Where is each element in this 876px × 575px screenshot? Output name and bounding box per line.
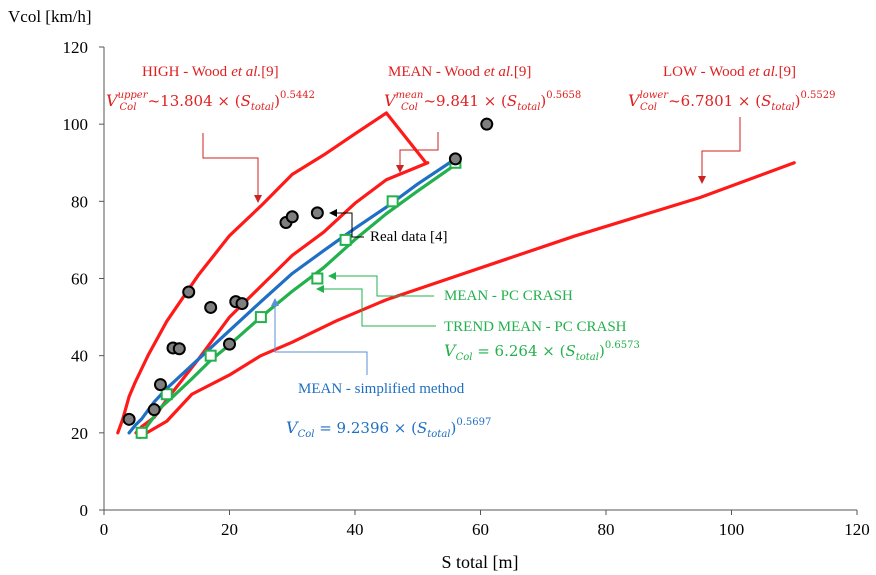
y-tick-label: 0 (80, 501, 89, 520)
real-data-point (285, 210, 299, 224)
real-data-point (223, 337, 236, 351)
mean-wood-arrowhead (396, 165, 404, 173)
real-data-point (172, 342, 186, 356)
y-tick-label: 100 (63, 115, 89, 134)
pc-mean-arrowhead (328, 272, 336, 280)
high-label: HIGH - Wood et al.[9] (142, 64, 279, 80)
real-data-point (448, 152, 462, 166)
real-data-point (480, 117, 494, 131)
pc-crash-point (339, 233, 352, 246)
real-data-point (204, 300, 218, 314)
pc-trend-leader (323, 288, 436, 327)
y-axis-label: Vcol [km/h] (8, 7, 92, 26)
low-label: LOW - Wood et al.[9] (663, 64, 796, 80)
axes (103, 47, 857, 511)
x-tick-label: 80 (598, 520, 615, 539)
real-data-label: Real data [4] (370, 229, 447, 245)
mean-wood-label-b: et al. (484, 64, 514, 80)
pc-crash-point (254, 311, 267, 324)
pc-trend-equation: VCol = 6.264 × (Stotal)0.6573 (444, 340, 640, 363)
pc-trend-label: TREND MEAN - PC CRASH (444, 319, 627, 335)
x-tick-label: 0 (100, 520, 109, 539)
low-label-a: LOW - Wood (663, 64, 745, 80)
y-tick-label: 40 (71, 347, 88, 366)
high-arrowhead (254, 195, 262, 203)
low-leader (701, 117, 741, 177)
y-tick-label: 80 (71, 192, 88, 211)
low-label-c: [9] (779, 64, 797, 80)
x-tick-label: 100 (719, 520, 745, 539)
x-tick-label: 120 (844, 520, 870, 539)
simplified-arrowhead (271, 298, 279, 306)
real-leader (336, 212, 364, 238)
pc-crash-point (386, 195, 399, 208)
pc-trend-arrowhead (316, 285, 324, 293)
high-label-c: [9] (261, 64, 279, 80)
series-line-low-wood-et-al-9 (145, 161, 796, 435)
y-tick-label: 60 (71, 270, 88, 289)
x-axis-label: S total [m] (442, 552, 519, 572)
simplified-equation: VCol = 9.2396 × (Stotal)0.5697 (286, 417, 491, 440)
high-label-b: et al. (231, 64, 261, 80)
high-leader (202, 133, 259, 196)
mean-wood-equation: Vmean Col ~9.841 × (Stotal)0.5658 (384, 90, 581, 113)
real-data-point (122, 412, 136, 426)
leader-lines (202, 117, 741, 375)
mean-wood-leader (399, 132, 439, 166)
real-arrowhead (329, 209, 337, 217)
mean-wood-label-c: [9] (514, 64, 532, 80)
real-data-point (235, 297, 249, 311)
real-data-point (147, 403, 161, 417)
pc-mean-label: MEAN - PC CRASH (444, 288, 573, 304)
low-label-b: et al. (749, 64, 779, 80)
pc-crash-point (311, 272, 324, 285)
high-label-a: HIGH - Wood (142, 64, 228, 80)
y-ticks: 0 20 40 60 80 100 120 (63, 38, 104, 520)
series-line-trend-mean-pc-crash (138, 163, 457, 440)
pc-crash-point (160, 388, 173, 401)
mean-wood-label-a: MEAN - Wood (388, 64, 480, 80)
series-markers (122, 117, 494, 439)
series-line-high-wood-et-al-9 (116, 111, 428, 435)
x-tick-label: 60 (472, 520, 489, 539)
simplified-leader (274, 305, 368, 375)
high-equation: Vupper Col ~13.804 × (Stotal)0.5442 (106, 90, 315, 113)
real-data-point (310, 206, 324, 220)
x-ticks: 0 20 40 60 80 100 120 (100, 510, 870, 539)
pc-crash-point (135, 426, 148, 439)
x-tick-label: 40 (347, 520, 364, 539)
x-tick-label: 20 (221, 520, 238, 539)
pc-mean-leader (335, 275, 434, 297)
annotations: HIGH - Wood et al.[9] Vupper Col ~13.804 × … (106, 64, 835, 440)
pc-crash-point (204, 349, 217, 362)
y-tick-label: 20 (71, 424, 88, 443)
low-arrowhead (698, 176, 706, 184)
mean-wood-label: MEAN - Wood et al.[9] (388, 64, 531, 80)
real-data-point (182, 285, 196, 299)
y-tick-label: 120 (63, 38, 89, 57)
series-line-mean-simplified-method (127, 157, 457, 435)
simplified-label: MEAN - simplified method (298, 381, 465, 397)
real-data-point (153, 378, 167, 392)
low-equation: Vlower Col ~6.7801 × (Stotal)0.5529 (628, 90, 835, 113)
